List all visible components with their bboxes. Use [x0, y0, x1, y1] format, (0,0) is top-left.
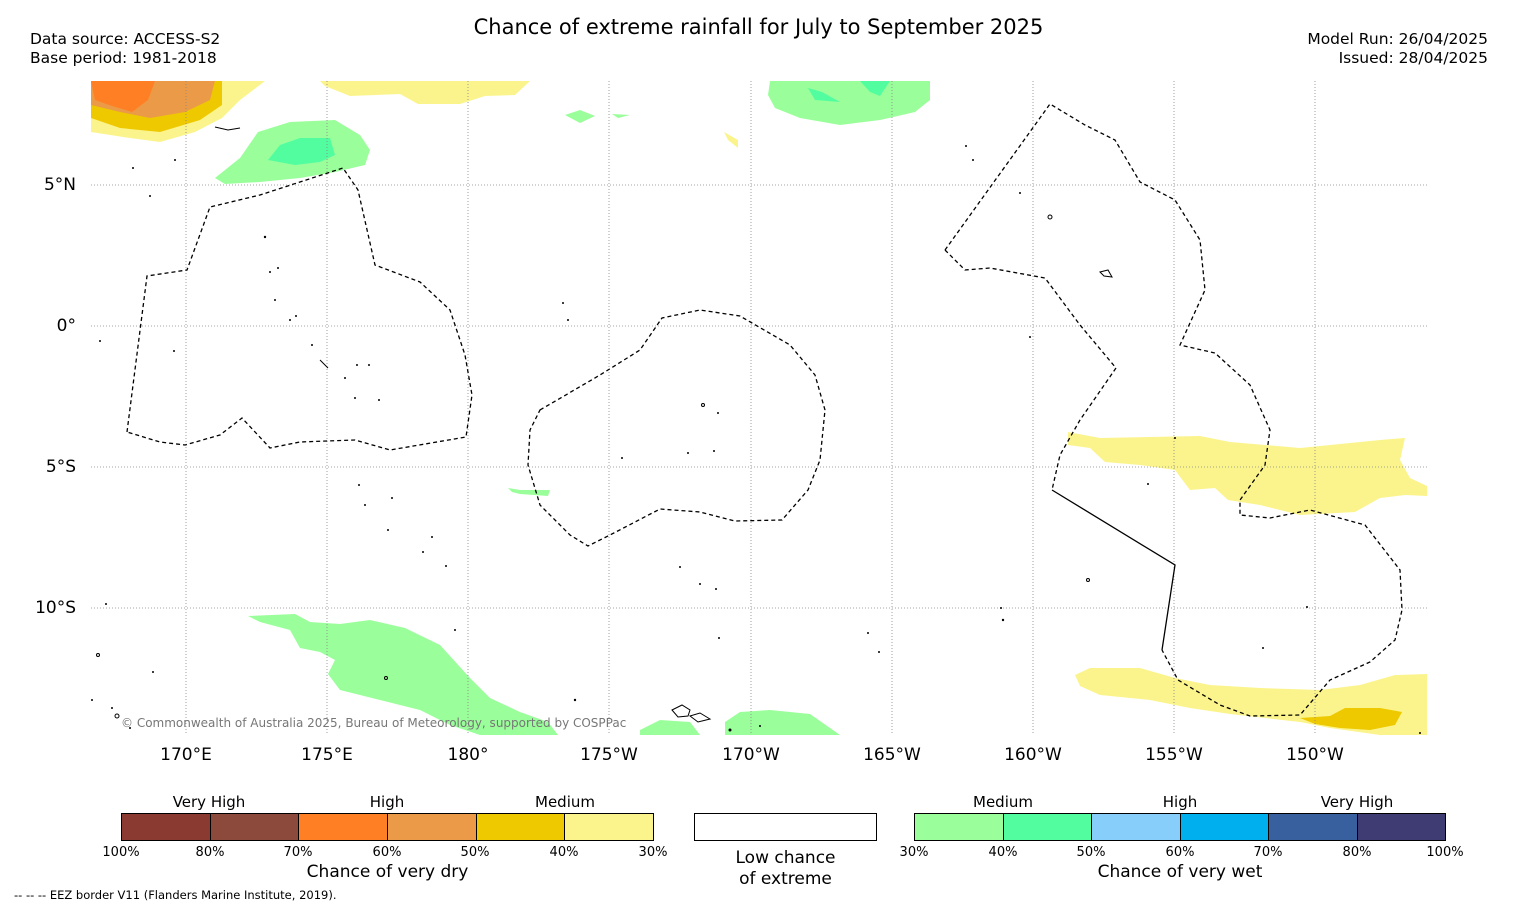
- wet-tick-30: 30%: [899, 845, 929, 860]
- dry-medium-region-n: [320, 81, 530, 104]
- island-kiritimati: [1099, 269, 1113, 278]
- island-dot-2: [701, 403, 705, 407]
- wet-colorbar: [914, 813, 1446, 841]
- island-dot-6: [114, 713, 120, 719]
- copyright-notice: © Commonwealth of Australia 2025, Bureau…: [121, 716, 627, 730]
- island-samoa-1: [671, 704, 691, 718]
- neutral-label-line2: of extreme: [739, 869, 832, 889]
- wet-swatch-40-50: [1003, 814, 1092, 840]
- dry-tick-60: 60%: [372, 845, 402, 860]
- wet-tick-50: 50%: [1076, 845, 1106, 860]
- lat-tick-10s: 10°S: [35, 598, 76, 618]
- wet-medium-region-sw: [248, 614, 558, 735]
- lat-tick-5s: 5°S: [45, 457, 76, 477]
- dry-70-region-nw: [91, 81, 155, 112]
- dry-swatch-40-50: [476, 814, 566, 840]
- dry-tick-30: 30%: [638, 845, 668, 860]
- map-title: Chance of extreme rainfall for July to S…: [473, 15, 1044, 39]
- small-islands: [91, 145, 1421, 734]
- eez-border-line-islands: [944, 103, 1403, 717]
- lon-tick-170e: 170°E: [160, 745, 212, 765]
- issued-label: Issued: 28/04/2025: [1338, 49, 1488, 67]
- dry-tick-80: 80%: [195, 845, 225, 860]
- wet-medium-region-small2: [508, 488, 550, 496]
- island-marshall: [214, 126, 241, 131]
- lon-tick-165w: 165°W: [863, 745, 921, 765]
- data-source-label: Data source: ACCESS-S2: [30, 30, 221, 48]
- dry-colorbar: [121, 813, 654, 841]
- island-dot-5: [384, 676, 388, 680]
- lon-tick-160w: 160°W: [1004, 745, 1062, 765]
- wet-category-high: High: [1162, 793, 1198, 811]
- dry-tick-50: 50%: [460, 845, 490, 860]
- eez-border-line-islands-west: [944, 249, 1117, 491]
- dry-medium-region-east: [1068, 432, 1427, 515]
- eez-borders: [126, 103, 1403, 717]
- wet-swatch-50-60: [1092, 814, 1181, 840]
- lon-tick-175e: 175°E: [301, 745, 353, 765]
- wet-medium-region-s1: [640, 720, 700, 735]
- wet-tick-40: 40%: [988, 845, 1018, 860]
- wet-category-medium: Medium: [973, 793, 1033, 811]
- dry-swatch-60-70: [299, 814, 389, 840]
- wet-swatch-30-40: [915, 814, 1004, 840]
- lon-tick-170w: 170°W: [722, 745, 780, 765]
- coastlines: [96, 126, 1113, 723]
- dry-swatch-30-40: [565, 814, 654, 840]
- neutral-colorbar: [694, 813, 877, 841]
- probability-shading: [91, 81, 1427, 735]
- eez-border-solid: [1051, 489, 1176, 651]
- dry-category-very-high: Very High: [172, 793, 246, 811]
- wet-tick-100: 100%: [1426, 845, 1464, 860]
- dry-tick-70: 70%: [283, 845, 313, 860]
- dry-tick-100: 100%: [102, 845, 140, 860]
- dry-medium-region-small: [724, 132, 738, 148]
- island-dot-4: [96, 653, 100, 657]
- lat-tick-0: 0°: [56, 316, 76, 336]
- wet-40-region-nw: [268, 138, 335, 165]
- eez-border-note: -- -- -- EEZ border V11 (Flanders Marine…: [14, 888, 337, 902]
- base-period-label: Base period: 1981-2018: [30, 49, 217, 67]
- dry-category-high: High: [369, 793, 405, 811]
- neutral-swatch: [695, 814, 876, 840]
- island-dot-3: [1086, 578, 1090, 582]
- model-run-label: Model Run: 26/04/2025: [1307, 30, 1488, 48]
- dry-swatch-70-80: [210, 814, 300, 840]
- lon-tick-175w: 175°W: [580, 745, 638, 765]
- run-info: Model Run: 26/04/2025 Issued: 28/04/2025: [1307, 30, 1488, 68]
- dry-50-region-se: [1300, 708, 1402, 730]
- dry-swatch-80-100: [122, 814, 211, 840]
- data-source-info: Data source: ACCESS-S2 Base period: 1981…: [30, 30, 220, 68]
- dry-category-medium: Medium: [535, 793, 595, 811]
- lon-tick-150w: 150°W: [1286, 745, 1344, 765]
- wet-category-very-high: Very High: [1320, 793, 1394, 811]
- wet-swatch-80-100: [1357, 814, 1445, 840]
- lon-tick-180: 180°: [447, 745, 489, 765]
- island-samoa-2: [688, 712, 712, 723]
- neutral-label-line1: Low chance: [735, 848, 836, 868]
- wet-tick-80: 80%: [1342, 845, 1372, 860]
- wet-swatch-60-70: [1180, 814, 1269, 840]
- island-tuvalu: [319, 359, 329, 369]
- eez-border-kiribati-gilberts: [126, 167, 473, 451]
- dry-tick-40: 40%: [549, 845, 579, 860]
- wet-tick-60: 60%: [1165, 845, 1195, 860]
- wet-medium-region-small1: [565, 110, 630, 123]
- wet-legend-title: Chance of very wet: [1097, 862, 1263, 882]
- dry-legend-title: Chance of very dry: [306, 862, 469, 882]
- wet-medium-region-n: [768, 81, 930, 125]
- lat-tick-5n: 5°N: [43, 175, 76, 195]
- gridlines: [91, 81, 1427, 735]
- wet-40-region-n: [808, 81, 890, 102]
- wet-medium-region-s2: [725, 710, 840, 735]
- neutral-legend-label: Low chance of extreme: [694, 848, 877, 890]
- island-dot-1: [1047, 214, 1053, 220]
- wet-swatch-70-80: [1269, 814, 1358, 840]
- wet-tick-70: 70%: [1253, 845, 1283, 860]
- eez-border-central: [527, 309, 826, 547]
- lon-tick-155w: 155°W: [1145, 745, 1203, 765]
- dry-swatch-50-60: [388, 814, 477, 840]
